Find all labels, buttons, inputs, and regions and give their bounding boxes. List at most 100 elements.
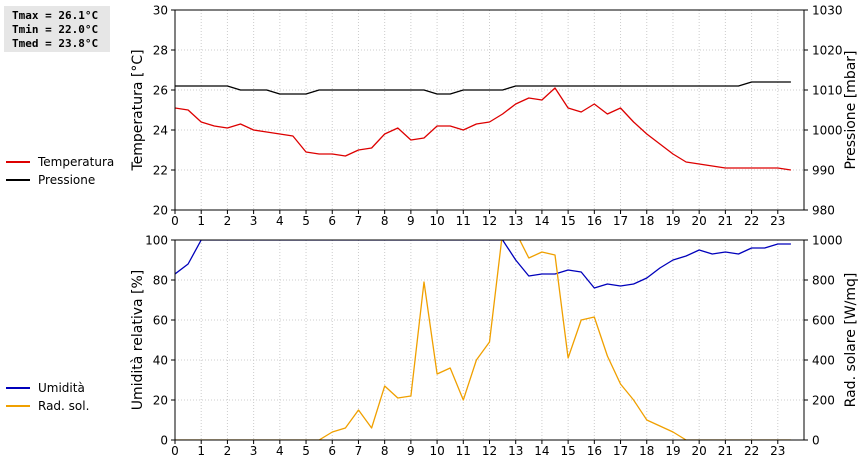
- x-tick-label: 16: [587, 214, 602, 228]
- legend-item-umidita: Umidità: [6, 379, 89, 397]
- tmax-label: Tmax = 26.1°C: [12, 9, 99, 22]
- legend-swatch-umidita: [6, 387, 30, 389]
- x-tick-label: 7: [355, 444, 363, 458]
- x-tick-label: 19: [665, 444, 680, 458]
- x-tick-label: 0: [171, 214, 179, 228]
- x-tick-label: 9: [407, 444, 415, 458]
- x-tick-label: 0: [171, 444, 179, 458]
- x-tick-label: 3: [250, 214, 258, 228]
- series-line-0-1: [175, 81, 791, 95]
- x-tick-label: 7: [355, 214, 363, 228]
- chart-panel-0: 0 1 2 3 4 5 6 7 8 9 10 11 12 13 14 15 16 17 18 19 20 21 22 2320…: [130, 4, 859, 229]
- y-tick-label: 22: [153, 164, 168, 178]
- y-tick-label: 40: [153, 354, 168, 368]
- y-tick-label: 20: [153, 394, 168, 408]
- x-tick-label: 21: [718, 214, 733, 228]
- x-tick-label: 13: [508, 214, 523, 228]
- x-tick-label: 12: [482, 214, 497, 228]
- y-tick-label: 28: [153, 44, 168, 58]
- x-tick-label: 2: [224, 214, 232, 228]
- y2-tick-label: 1030: [812, 4, 843, 18]
- chart-panel-1: 0 1 2 3 4 5 6 7 8 9 10 11 12 13 14 15 16 17 18 19 20 21 22 2302…: [130, 234, 859, 459]
- legend-top: Temperatura Pressione: [6, 153, 114, 189]
- tmin-label: Tmin = 22.0°C: [12, 23, 99, 36]
- y-tick-label: 26: [153, 84, 168, 98]
- y2-tick-label: 0: [812, 434, 820, 448]
- x-tick-label: 4: [276, 214, 284, 228]
- x-tick-label: 5: [302, 444, 310, 458]
- x-tick-label: 18: [639, 214, 654, 228]
- y2-tick-label: 980: [812, 204, 835, 218]
- y2-tick-label: 1000: [812, 234, 843, 248]
- legend-item-pressione: Pressione: [6, 171, 114, 189]
- y-tick-label: 30: [153, 4, 168, 18]
- x-tick-label: 2: [224, 444, 232, 458]
- y2-tick-label: 1020: [812, 44, 843, 58]
- y2-tick-label: 990: [812, 164, 835, 178]
- x-tick-label: 6: [328, 214, 336, 228]
- series-line-0-0: [175, 87, 791, 171]
- y-axis-label: Temperatura [°C]: [130, 49, 146, 171]
- x-tick-label: 15: [560, 444, 575, 458]
- tmed-label: Tmed = 23.8°C: [12, 37, 99, 50]
- y-tick-label: 60: [153, 314, 168, 328]
- legend-item-temperatura: Temperatura: [6, 153, 114, 171]
- legend-swatch-pressione: [6, 179, 30, 181]
- y2-axis-label: Pressione [mbar]: [843, 50, 859, 169]
- x-tick-label: 6: [328, 444, 336, 458]
- x-tick-label: 17: [613, 444, 628, 458]
- legend-label-umidita: Umidità: [38, 381, 85, 395]
- x-tick-label: 14: [534, 214, 549, 228]
- x-tick-label: 10: [429, 444, 444, 458]
- x-tick-label: 23: [770, 444, 785, 458]
- x-tick-label: 1: [197, 214, 205, 228]
- x-tick-label: 4: [276, 444, 284, 458]
- y-tick-label: 0: [160, 434, 168, 448]
- legend-label-pressione: Pressione: [38, 173, 96, 187]
- x-tick-label: 23: [770, 214, 785, 228]
- legend-label-temperatura: Temperatura: [38, 155, 115, 169]
- x-tick-label: 22: [744, 444, 759, 458]
- x-tick-label: 14: [534, 444, 549, 458]
- x-tick-label: 1: [197, 444, 205, 458]
- y-axis-label: Umidità relativa [%]: [130, 270, 146, 411]
- y2-tick-label: 600: [812, 314, 835, 328]
- x-tick-label: 8: [381, 214, 389, 228]
- stats-box: Tmax = 26.1°C Tmin = 22.0°C Tmed = 23.8°…: [4, 6, 110, 52]
- series-line-1-0: [175, 240, 791, 289]
- x-tick-label: 8: [381, 444, 389, 458]
- x-tick-label: 3: [250, 444, 258, 458]
- legend-bottom: Umidità Rad. sol.: [6, 379, 89, 415]
- y-tick-label: 24: [153, 124, 168, 138]
- x-tick-label: 5: [302, 214, 310, 228]
- y-tick-label: 100: [145, 234, 168, 248]
- x-tick-label: 22: [744, 214, 759, 228]
- x-tick-label: 11: [456, 444, 471, 458]
- x-tick-label: 15: [560, 214, 575, 228]
- y2-tick-label: 400: [812, 354, 835, 368]
- y2-tick-label: 1000: [812, 124, 843, 138]
- series-line-1-1: [175, 240, 791, 440]
- x-tick-label: 17: [613, 214, 628, 228]
- legend-item-rad-sol: Rad. sol.: [6, 397, 89, 415]
- x-tick-label: 16: [587, 444, 602, 458]
- x-tick-label: 21: [718, 444, 733, 458]
- x-tick-label: 11: [456, 214, 471, 228]
- x-tick-label: 10: [429, 214, 444, 228]
- y2-tick-label: 200: [812, 394, 835, 408]
- x-tick-label: 19: [665, 214, 680, 228]
- y2-tick-label: 1010: [812, 84, 843, 98]
- x-tick-label: 18: [639, 444, 654, 458]
- y-tick-label: 20: [153, 204, 168, 218]
- x-tick-label: 13: [508, 444, 523, 458]
- x-tick-label: 20: [692, 214, 707, 228]
- legend-swatch-rad-sol: [6, 405, 30, 407]
- y2-tick-label: 800: [812, 274, 835, 288]
- legend-swatch-temperatura: [6, 161, 30, 163]
- y2-axis-label: Rad. solare [W/mq]: [843, 273, 859, 408]
- y-tick-label: 80: [153, 274, 168, 288]
- x-tick-label: 12: [482, 444, 497, 458]
- legend-label-rad-sol: Rad. sol.: [38, 399, 90, 413]
- x-tick-label: 9: [407, 214, 415, 228]
